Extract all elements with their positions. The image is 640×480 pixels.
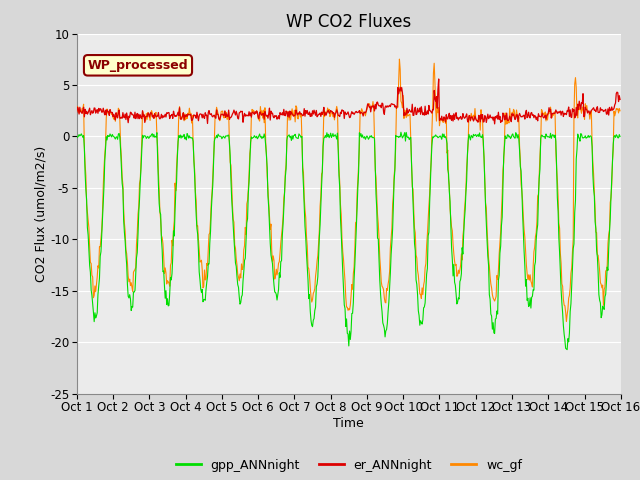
- X-axis label: Time: Time: [333, 417, 364, 430]
- Text: WP_processed: WP_processed: [88, 59, 188, 72]
- Legend: gpp_ANNnight, er_ANNnight, wc_gf: gpp_ANNnight, er_ANNnight, wc_gf: [171, 454, 527, 477]
- Y-axis label: CO2 Flux (umol/m2/s): CO2 Flux (umol/m2/s): [34, 145, 47, 282]
- Title: WP CO2 Fluxes: WP CO2 Fluxes: [286, 12, 412, 31]
